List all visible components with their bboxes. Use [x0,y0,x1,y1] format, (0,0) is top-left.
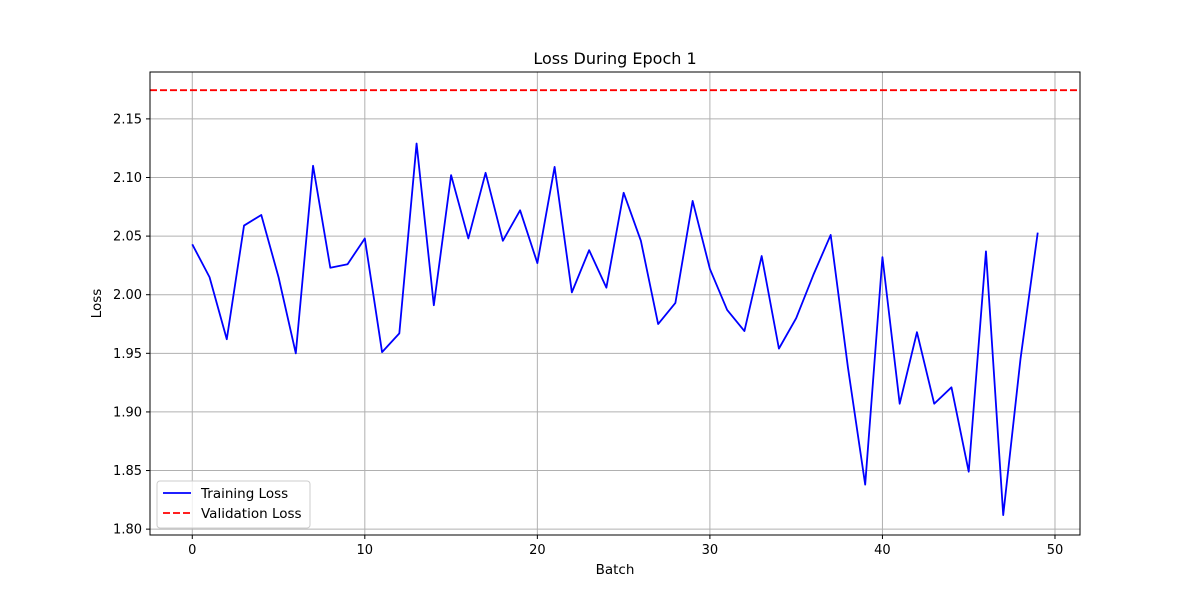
y-tick-label: 1.95 [113,347,142,362]
x-tick-label: 20 [529,543,546,558]
legend-box [156,480,311,529]
y-tick-label: 2.05 [113,230,142,245]
plot-area-frame [149,71,1081,536]
x-tick-label: 10 [357,543,374,558]
legend-label-training-loss: Training Loss [200,486,288,502]
x-tick-label: 50 [1047,543,1064,558]
grid-layer [150,72,1080,535]
y-tick-label: 2.10 [113,171,142,186]
x-tick-label: 30 [702,543,719,558]
chart-title: Loss During Epoch 1 [533,49,696,68]
x-axis-title: Batch [596,562,635,578]
y-tick-label: 1.80 [113,523,142,538]
y-tick-label: 1.90 [113,405,142,420]
y-tick-label: 1.85 [113,464,142,479]
training-loss-line [191,142,1039,516]
y-tick-label: 2.15 [113,112,142,127]
series-layer [150,89,1080,516]
y-axis-title: Loss [89,289,105,319]
y-tick-label: 2.00 [113,288,142,303]
x-tick-label: 40 [874,543,891,558]
legend-label-validation-loss: Validation Loss [201,506,302,522]
x-tick-label: 0 [188,543,196,558]
tick-layer: 0 10 20 30 40 50 1.80 1.85 1.90 1.95 2.00 2.05 2.10 2… [113,112,1063,558]
legend: Training Loss Validation Loss [156,480,311,529]
